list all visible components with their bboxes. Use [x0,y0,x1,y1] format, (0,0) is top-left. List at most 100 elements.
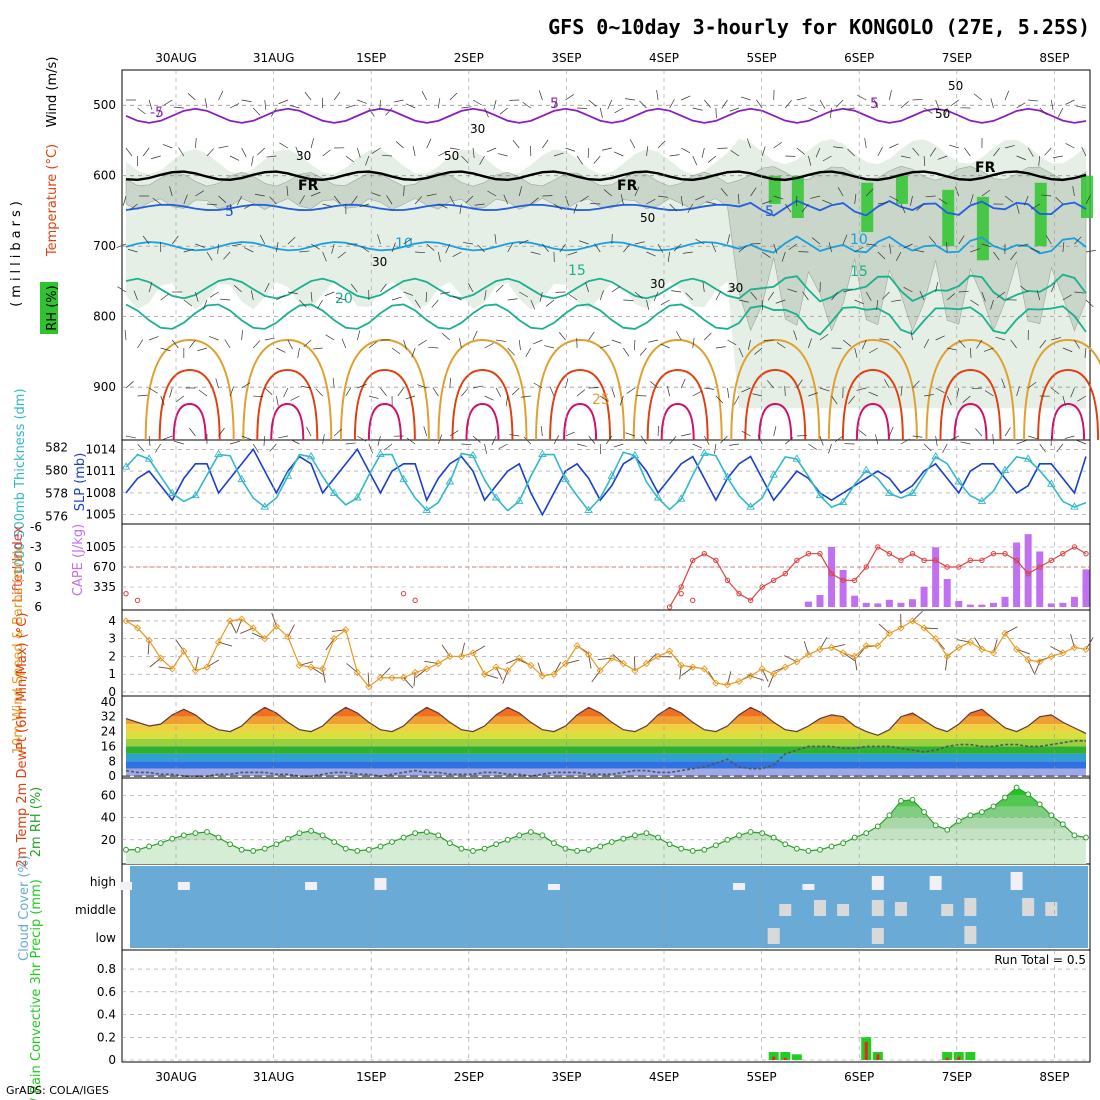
rh2m-marker [527,829,534,835]
wind-barb [949,144,959,149]
wind-barb [405,395,416,400]
temp-tick-label: 40 [101,695,116,709]
x-tick-label-bottom: 8SEP [1039,1070,1069,1084]
wind-barb [588,331,595,341]
wind-barb [669,436,677,445]
panel-frame-precip [121,949,1091,1063]
wind-marker [342,626,350,634]
wind-barb [808,392,818,397]
run-total-label: Run Total = 0.5 [994,953,1086,967]
li-marker [932,557,939,564]
warm-dome-contour [1037,368,1100,441]
wind-marker [897,624,905,632]
wind-barb [137,394,148,397]
wind-marker [515,654,523,662]
wind-barb [738,347,744,358]
wind-barb [137,443,145,452]
wind-barb [837,187,844,197]
li-marker [747,597,754,604]
warm-dome-contour [256,368,319,441]
wind-barb [437,98,441,109]
wind-barb [403,339,407,350]
wind-barb [290,439,300,445]
wind-barb [970,194,974,205]
wind-barb [603,189,613,197]
cape-bar [1013,542,1021,607]
wind-barb [520,395,531,398]
wind-barb [993,147,1000,157]
li-tick-label: 0 [34,560,42,574]
wind-barb [360,245,370,253]
rh2m-marker [874,823,881,830]
wind-barb [553,203,563,211]
rh2m-marker [157,840,164,847]
wind-barb [924,394,935,397]
x-tick-label-top: 31AUG [253,51,295,65]
wind-barb [706,201,716,205]
wind-barb [1016,440,1027,445]
wind-barb [195,291,199,302]
wind-barb [241,435,252,440]
cape-bar [1001,596,1009,607]
thickness-marker [191,490,200,499]
wind-barb [479,155,485,165]
thickness-marker [908,488,917,496]
wind-barb [379,99,381,111]
wind-barb [1028,435,1038,440]
wind-barb [264,99,267,110]
wind-barb [437,251,441,262]
wind-barb [542,139,549,149]
temp-band [126,724,1086,732]
wind-barb [244,247,254,253]
wind-barb [785,100,792,109]
wind-barb [1036,290,1041,301]
rh2m-marker [851,834,858,841]
wind-barb [137,107,146,115]
wind-barb [461,155,469,164]
wind-barb [857,94,867,101]
thickness-marker [329,488,339,496]
wind-barb [1056,443,1064,453]
wind-barb [773,195,784,200]
wind-marker [469,649,477,657]
rh2m-marker [238,846,245,853]
wind-barb [472,435,481,443]
wind-barb [241,382,251,389]
wind-barb [380,283,387,293]
wind-barb [877,202,888,205]
wind-barb [873,98,879,109]
wind-marker [723,681,732,689]
rh2m-tick-label: 40 [101,811,116,825]
wind-barb [127,248,138,253]
cape-bar [839,569,847,607]
wind-barb [741,387,751,393]
cloud-patch [547,884,560,890]
warm-dome-contour [144,338,235,441]
wind-barb [357,99,367,104]
wind-barb [467,283,474,293]
thickness-marker [1000,465,1010,474]
wind-barb [692,390,702,397]
wind-barb [614,107,624,114]
wind-barb [590,203,601,205]
wind-barb [1024,195,1029,206]
wind-barb [754,347,763,355]
wind-barb [357,435,367,442]
wind-barb [893,340,902,349]
wind-barb [636,395,647,397]
chart-title: GFS 0~10day 3-hourly for KONGOLO (27E, 5… [548,15,1090,39]
rh2m-marker [782,841,789,848]
wind-barb [559,243,566,253]
wind-barb [935,99,940,110]
wind-barb [525,347,532,357]
slp-tick-label: 1008 [85,486,116,500]
wind-barb [942,443,948,453]
wind-barb [843,289,853,293]
upper-axis-title: (millibars) [9,197,24,307]
wind-barb [996,291,1006,299]
wind-barb [914,249,925,253]
wind-barb [639,347,647,356]
temp-side-label: 2m Temp 2m DewPt (6hr Min/Max) (°C) [15,613,30,868]
rh2m-marker [261,845,268,852]
precip-convective-bar [957,1056,961,1060]
